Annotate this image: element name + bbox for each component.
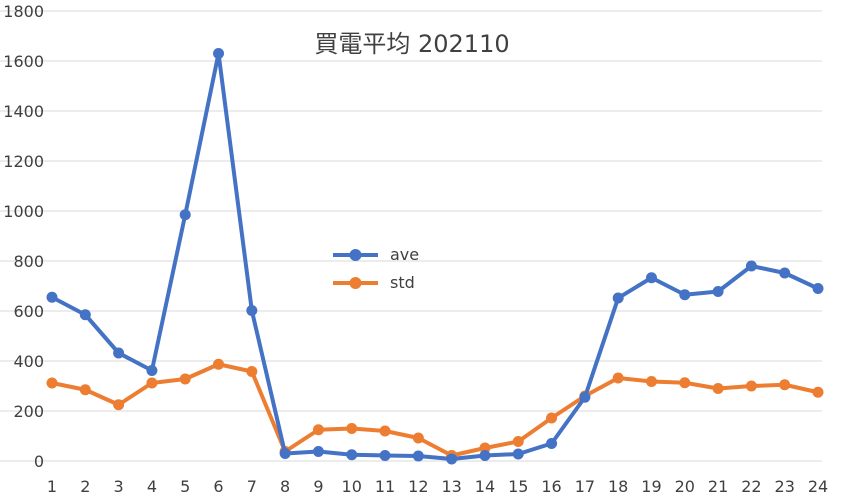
legend: ave std (333, 245, 419, 292)
x-tick-label: 17 (575, 477, 595, 496)
x-tick-label: 12 (408, 477, 428, 496)
data-point-ave (645, 272, 657, 284)
chart-title: 買電平均 202110 (314, 30, 509, 58)
y-tick-label: 400 (13, 352, 44, 371)
data-point-std (546, 412, 558, 424)
data-point-std (712, 383, 724, 394)
series-layer (46, 48, 824, 465)
x-tick-label: 20 (675, 477, 695, 496)
data-point-ave (479, 450, 491, 461)
y-tick-label: 1600 (3, 52, 44, 71)
x-tick-label: 7 (247, 477, 257, 496)
data-point-std (745, 380, 757, 392)
data-point-ave (246, 305, 258, 316)
data-point-ave (812, 283, 824, 294)
data-point-std (213, 358, 225, 370)
data-point-ave (213, 48, 225, 59)
x-tick-label: 24 (808, 477, 828, 496)
data-point-ave (745, 260, 757, 272)
data-point-std (113, 399, 125, 411)
data-point-ave (712, 286, 724, 297)
data-point-ave (546, 438, 558, 449)
data-point-ave (79, 309, 91, 321)
x-tick-label: 8 (280, 477, 290, 496)
data-point-ave (679, 289, 691, 301)
data-point-std (512, 436, 524, 447)
data-point-std (412, 432, 424, 444)
x-tick-label: 23 (775, 477, 795, 496)
y-tick-label: 1400 (3, 102, 44, 121)
data-point-std (346, 423, 358, 434)
x-tick-label: 14 (475, 477, 495, 496)
y-tick-label: 800 (13, 252, 44, 271)
data-point-ave (312, 446, 324, 457)
legend-label: std (390, 273, 415, 292)
x-tick-label: 9 (313, 477, 323, 496)
data-point-ave (446, 453, 458, 465)
y-tick-label: 1000 (3, 202, 44, 221)
legend-label: ave (390, 245, 419, 264)
data-point-ave (512, 448, 524, 460)
data-point-ave (379, 450, 391, 461)
data-point-ave (579, 391, 591, 403)
legend-item-std: std (333, 273, 415, 292)
data-point-ave (113, 347, 125, 359)
data-point-std (79, 384, 91, 396)
legend-item-ave: ave (333, 245, 419, 264)
data-point-std (679, 377, 691, 389)
legend-swatch-marker (349, 249, 362, 261)
data-point-std (612, 372, 624, 384)
x-tick-label: 13 (441, 477, 461, 496)
x-tick-label: 5 (180, 477, 190, 496)
x-tick-label: 22 (741, 477, 761, 496)
y-axis-tick-labels: 0 200 400 600 800 1000 1200 1400 1600 1800 (3, 2, 44, 471)
data-point-ave (779, 267, 791, 279)
x-tick-label: 10 (342, 477, 362, 496)
data-point-ave (412, 450, 424, 462)
x-tick-label: 11 (375, 477, 395, 496)
y-tick-label: 1200 (3, 152, 44, 171)
data-point-std (246, 366, 258, 377)
x-tick-label: 1 (47, 477, 57, 496)
x-tick-label: 19 (641, 477, 661, 496)
x-tick-label: 4 (147, 477, 157, 496)
x-tick-label: 16 (541, 477, 561, 496)
y-tick-label: 200 (13, 402, 44, 421)
series-line-std (50, 362, 820, 458)
data-point-std (779, 379, 791, 391)
data-point-ave (279, 448, 291, 459)
data-point-ave (346, 449, 358, 461)
data-point-std (379, 425, 391, 437)
x-tick-label: 6 (213, 477, 223, 496)
data-point-std (179, 373, 191, 385)
x-tick-label: 15 (508, 477, 528, 496)
data-point-ave (612, 292, 624, 304)
data-point-std (645, 376, 657, 387)
y-tick-label: 600 (13, 302, 44, 321)
series-line-ave (50, 51, 820, 461)
legend-swatch-marker (349, 277, 362, 289)
y-tick-label: 1800 (3, 2, 44, 21)
data-point-ave (146, 365, 158, 376)
data-point-std (812, 386, 824, 398)
series-ave (46, 48, 824, 465)
x-tick-label: 3 (114, 477, 124, 496)
data-point-std (146, 377, 158, 389)
x-tick-label: 21 (708, 477, 728, 496)
data-point-std (46, 377, 58, 389)
x-axis-tick-labels: 1 2 3 4 5 6 7 8 9 10 11 12 13 14 15 16 17 18 19 20 21 22 23 24 (47, 477, 828, 496)
x-tick-label: 2 (80, 477, 90, 496)
data-point-std (312, 424, 324, 436)
data-point-ave (179, 209, 191, 221)
y-tick-label: 0 (34, 452, 44, 471)
data-point-ave (46, 291, 58, 303)
x-tick-label: 18 (608, 477, 628, 496)
